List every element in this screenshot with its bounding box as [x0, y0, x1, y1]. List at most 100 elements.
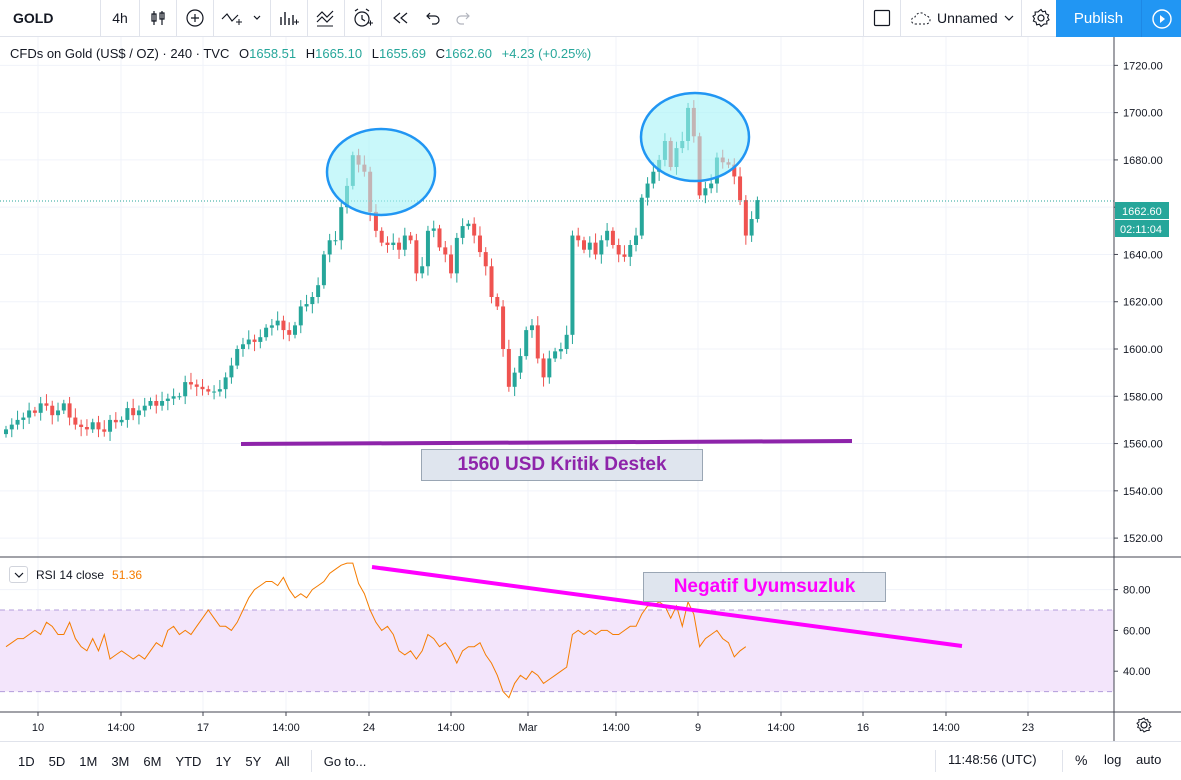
candle — [587, 236, 592, 258]
price-chart[interactable]: 1720.00 1700.00 1680.00 16 60.00 1640.00 1620.… — [0, 37, 1181, 741]
candle-body — [483, 252, 488, 267]
candle-body — [310, 297, 315, 305]
candle-body — [298, 306, 303, 326]
candle — [576, 227, 581, 247]
candle-body — [38, 403, 43, 413]
candle — [402, 227, 407, 257]
candle — [495, 293, 500, 310]
candle — [553, 347, 558, 362]
divergence-annotation[interactable]: Negatif Uyumsuzluk — [643, 572, 886, 602]
divergence-line[interactable] — [371, 565, 963, 648]
clock[interactable]: 11:48:56 (UTC) — [948, 752, 1037, 767]
candle — [269, 318, 274, 336]
axis-settings-icon[interactable] — [1136, 717, 1152, 733]
candle — [414, 233, 419, 282]
range-button-1y[interactable]: 1Y — [215, 753, 232, 769]
range-button-all[interactable]: All — [275, 753, 290, 769]
candle-body — [454, 237, 459, 274]
candle-body — [235, 349, 240, 366]
range-button-1m[interactable]: 1M — [79, 753, 98, 769]
range-button-ytd[interactable]: YTD — [175, 753, 202, 769]
log-toggle[interactable]: log — [1104, 752, 1122, 767]
candle — [264, 324, 269, 341]
candle — [73, 408, 78, 430]
candle — [275, 311, 280, 331]
candle-body — [651, 171, 656, 184]
candle — [258, 329, 263, 349]
candle-body — [15, 419, 20, 425]
range-button-6m[interactable]: 6M — [143, 753, 162, 769]
candle-body — [188, 382, 193, 385]
candle-body — [593, 242, 598, 255]
undo-icon[interactable] — [418, 0, 448, 37]
bar-style-icon[interactable] — [140, 0, 176, 37]
time-axis-ticks: 10 14:00 17 14:00 24 14:00 Mar 14:00 9 14:00 16 14:… — [32, 712, 1034, 734]
settings-icon[interactable] — [1022, 0, 1060, 37]
redo-icon[interactable] — [448, 0, 478, 37]
candle — [645, 177, 650, 206]
auto-toggle[interactable]: auto — [1136, 752, 1162, 767]
candle — [44, 394, 49, 411]
checkbox-icon[interactable] — [864, 0, 900, 37]
candle — [165, 393, 170, 411]
candle-body — [229, 365, 234, 378]
candle — [235, 345, 240, 370]
support-annotation[interactable]: 1560 USD Kritik Destek — [421, 449, 703, 481]
support-line[interactable] — [240, 439, 853, 446]
candle-body — [755, 200, 760, 219]
legend-high: 1665.10 — [315, 46, 363, 61]
candle — [27, 402, 32, 424]
candle — [518, 348, 523, 380]
candle-body — [420, 266, 425, 274]
alert-icon[interactable] — [345, 0, 381, 37]
time-tick-label: 23 — [1022, 722, 1034, 734]
candle-body — [304, 304, 309, 307]
candle-body — [131, 408, 136, 416]
play-icon[interactable] — [1141, 0, 1181, 37]
candle-body — [529, 325, 534, 331]
goto-button[interactable]: Go to... — [310, 750, 366, 772]
candle-body — [27, 410, 32, 418]
interval-button[interactable]: 4h — [112, 10, 128, 26]
compare-icon[interactable] — [271, 0, 307, 37]
candle-body — [223, 377, 228, 390]
candle-body — [21, 417, 26, 420]
symbol-search-button[interactable]: GOLD — [13, 10, 54, 26]
price-tag-countdown: 02:11:04 — [1120, 224, 1162, 236]
candle — [246, 330, 251, 350]
range-button-1d[interactable]: 1D — [18, 753, 35, 769]
line-tool-icon[interactable] — [214, 0, 270, 37]
candle-body — [50, 405, 55, 416]
candle — [460, 218, 465, 245]
range-button-5d[interactable]: 5D — [48, 753, 66, 769]
candle — [593, 233, 598, 260]
candle — [379, 227, 384, 247]
collapse-chevron-icon[interactable] — [9, 566, 28, 583]
publish-button[interactable]: Publish — [1056, 0, 1141, 37]
candle-body — [240, 344, 245, 349]
peak-ellipse-right[interactable] — [639, 91, 751, 183]
time-tick-label: 16 — [857, 722, 869, 734]
candle-body — [437, 228, 442, 248]
candle-body — [113, 419, 118, 423]
candle — [391, 233, 396, 250]
range-button-3m[interactable]: 3M — [111, 753, 130, 769]
candle-body — [524, 330, 529, 357]
candle-body — [293, 325, 297, 335]
replay-icon[interactable] — [382, 0, 418, 37]
candle — [466, 220, 471, 230]
percent-toggle[interactable]: % — [1075, 752, 1088, 768]
candle — [206, 385, 211, 396]
peak-ellipse-left[interactable] — [325, 127, 437, 217]
candle — [472, 217, 477, 244]
candle-body — [472, 223, 477, 236]
candle-body — [743, 200, 748, 236]
layout-name-button[interactable]: Unnamed — [901, 0, 1021, 37]
indicators-plus-icon[interactable] — [177, 0, 213, 37]
candle-body — [269, 325, 274, 328]
templates-icon[interactable] — [308, 0, 344, 37]
candle-body — [402, 235, 407, 250]
range-button-5y[interactable]: 5Y — [245, 753, 262, 769]
candle-body — [339, 207, 344, 241]
candle — [183, 375, 188, 405]
